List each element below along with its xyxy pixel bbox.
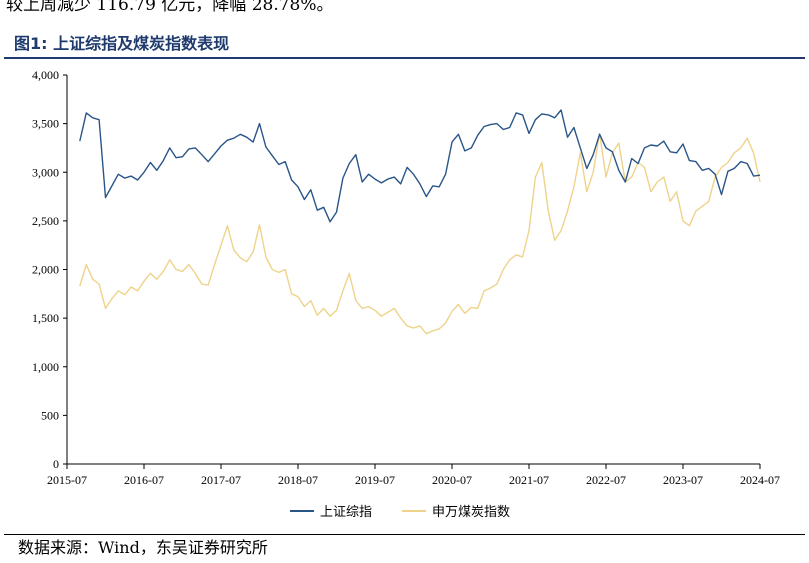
series-line-0: [79, 109, 761, 223]
x-tick-label: 2018-07: [278, 473, 318, 487]
x-tick-label: 2020-07: [432, 473, 472, 487]
x-tick-label: 2022-07: [586, 473, 626, 487]
line-chart: 05001,0001,5002,0002,5003,0003,5004,000 …: [32, 68, 780, 520]
y-tick-label: 2,500: [32, 214, 59, 228]
legend-label-0: 上证综指: [320, 505, 372, 520]
x-tick-label: 2019-07: [355, 473, 395, 487]
legend-label-1: 申万煤炭指数: [432, 505, 510, 520]
x-tick-label: 2021-07: [509, 473, 549, 487]
y-tick-label: 1,000: [32, 360, 59, 374]
y-tick-label: 4,000: [32, 68, 59, 82]
y-tick-label: 2,000: [32, 263, 59, 277]
intro-text: 较上周减少 116.79 亿元，降幅 28.78%。: [6, 0, 334, 15]
x-axis-ticks: 2015-07 2016-07 2017-07 2018-07 2019-07 2020-…: [47, 464, 780, 487]
title-rule: [4, 57, 805, 59]
figure-title: 图1: 上证综指及煤炭指数表现: [14, 34, 230, 53]
x-tick-label: 2017-07: [201, 473, 241, 487]
source-note: 数据来源：Wind，东吴证券研究所: [18, 538, 268, 557]
y-tick-label: 3,500: [32, 117, 59, 131]
x-tick-label: 2016-07: [124, 473, 164, 487]
y-axis-ticks: 0 500 1,000 1,500 2,000 2,500 3,000 3,500 4,000: [32, 68, 67, 471]
y-tick-label: 1,500: [32, 311, 59, 325]
chart-legend: 上证综指 申万煤炭指数: [290, 505, 510, 520]
series-line-1: [79, 132, 761, 335]
x-tick-label: 2015-07: [47, 473, 87, 487]
chart-series: [79, 109, 761, 335]
y-tick-label: 500: [41, 408, 59, 422]
x-tick-label: 2023-07: [663, 473, 703, 487]
y-tick-label: 3,000: [32, 165, 59, 179]
chart-axes: [66, 75, 760, 465]
y-tick-label: 0: [53, 457, 59, 471]
x-tick-label: 2024-07: [740, 473, 780, 487]
source-rule: [4, 534, 805, 535]
